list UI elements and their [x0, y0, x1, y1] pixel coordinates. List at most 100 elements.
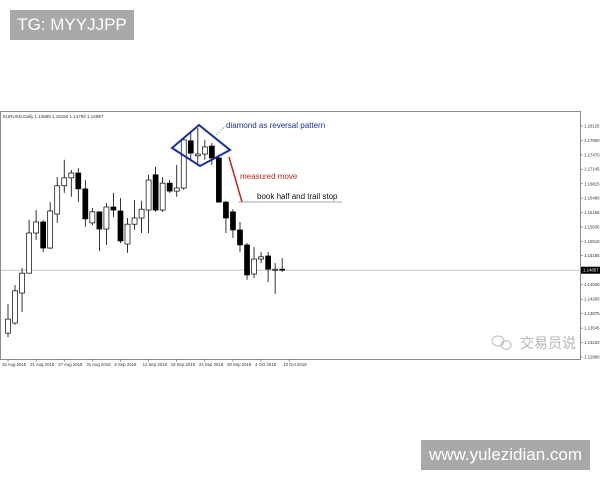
- stop-annotation: book half and trail stop: [257, 192, 338, 201]
- bull-candle-body: [103, 206, 110, 230]
- y-tick-label: 1.15835: [584, 225, 600, 230]
- candle: [26, 219, 32, 274]
- y-tick-label: 1.17145: [584, 167, 600, 172]
- candle: [201, 139, 208, 160]
- bear-candle-body: [152, 174, 159, 211]
- candle: [33, 210, 39, 241]
- candle: [96, 211, 103, 252]
- current-price-badge: [581, 266, 600, 274]
- y-tick-label: 1.16165: [584, 210, 600, 215]
- bull-candle-body: [61, 177, 68, 187]
- bear-candle-body: [110, 206, 117, 211]
- candle: [166, 180, 173, 193]
- bull-candle-body: [19, 272, 25, 294]
- bull-candle-body: [5, 318, 11, 334]
- bear-candle-body: [166, 182, 173, 192]
- bull-candle-body: [26, 232, 32, 274]
- candle: [19, 267, 25, 313]
- bull-candle-body: [54, 185, 61, 215]
- bear-candle-body: [230, 211, 236, 231]
- candle: [152, 166, 159, 212]
- candle: [138, 200, 145, 234]
- y-tick-label: 1.17800: [584, 138, 600, 143]
- bull-candle-body: [258, 256, 264, 260]
- x-tick-label: 21 Aug 2018: [30, 362, 55, 367]
- bull-candle-body: [180, 139, 187, 189]
- bull-candle-body: [201, 146, 208, 155]
- candle: [216, 157, 222, 203]
- candle: [223, 200, 229, 234]
- bull-candle-body: [12, 290, 18, 324]
- candle: [180, 138, 187, 190]
- measured-move-annotation: measured move: [240, 172, 298, 181]
- bull-candle-body: [272, 268, 278, 271]
- bull-candle-body: [131, 217, 138, 225]
- candle: [89, 207, 96, 226]
- bear-candle-body: [244, 244, 250, 276]
- diamond-annotation: diamond as reversal pattern: [226, 121, 325, 130]
- bear-candle-body: [75, 172, 82, 190]
- candle: [159, 176, 166, 212]
- bull-candle-body: [173, 187, 180, 192]
- candle: [244, 243, 250, 280]
- candle: [279, 258, 286, 272]
- bear-candle-body: [265, 255, 271, 270]
- candle: [237, 221, 243, 252]
- y-tick-label: 1.15185: [584, 253, 600, 258]
- y-tick-label: 1.16490: [584, 196, 600, 201]
- diamond-pointer-line: [213, 125, 226, 138]
- candle: [82, 180, 89, 227]
- x-tick-label: 31 Aug 2018: [86, 362, 111, 367]
- bear-candle-body: [117, 210, 124, 242]
- candle: [54, 176, 61, 223]
- bull-candle-body: [89, 211, 96, 224]
- diamond-pattern-shape: [170, 123, 232, 168]
- candle: [110, 192, 117, 218]
- candle: [251, 247, 257, 279]
- bear-candle-body: [187, 140, 194, 154]
- current-price-label: 1.14857: [583, 268, 599, 273]
- bull-candle-body: [33, 221, 39, 234]
- x-tick-label: 10 Oct 2018: [283, 362, 307, 367]
- x-tick-label: 28 Sep 2018: [227, 362, 252, 367]
- y-tick-label: 1.14530: [584, 282, 600, 287]
- bear-candle-body: [40, 221, 47, 249]
- candle: [68, 169, 75, 197]
- candle: [61, 159, 68, 193]
- candle: [124, 218, 131, 253]
- bull-candle-body: [124, 223, 131, 245]
- y-tick-label: 1.13220: [584, 340, 600, 345]
- candle: [5, 304, 11, 338]
- x-tick-label: 15 Aug 2018: [2, 362, 27, 367]
- plot-area: [0, 111, 581, 360]
- wechat-logo-text: 交易员说: [520, 335, 576, 352]
- bull-candle-body: [145, 179, 152, 211]
- bear-candle-body: [96, 211, 103, 230]
- candle: [40, 219, 47, 252]
- candle: [75, 168, 82, 203]
- bear-candle-body: [223, 201, 229, 219]
- chart-header: EURUSD,Daily 1.14889 1.15150 1.14793 1.1…: [3, 114, 104, 119]
- bull-candle-body: [159, 182, 166, 211]
- candle: [131, 199, 138, 230]
- watermark-telegram: TG: MYYJJPP: [10, 10, 134, 40]
- candle: [145, 174, 152, 234]
- bear-candle-body: [216, 157, 222, 203]
- bull-candle-body: [68, 172, 75, 179]
- candle: [12, 285, 18, 325]
- candle: [209, 142, 215, 166]
- x-tick-label: 24 Sep 2018: [199, 362, 224, 367]
- y-tick-label: 1.15510: [584, 239, 600, 244]
- candle: [258, 251, 264, 264]
- y-tick-label: 1.14200: [584, 297, 600, 302]
- x-tick-label: 18 Sep 2018: [171, 362, 196, 367]
- bear-candle-body: [209, 145, 215, 159]
- bull-candle-body: [47, 210, 54, 249]
- x-axis: 15 Aug 2018 21 Aug 2018 27 Aug 2018 31 Aug …: [2, 359, 307, 367]
- wechat-icon: [491, 335, 512, 350]
- candle: [230, 209, 236, 238]
- y-tick-label: 1.13545: [584, 326, 600, 331]
- bear-candle-body: [82, 188, 89, 220]
- bear-candle-body: [279, 268, 286, 271]
